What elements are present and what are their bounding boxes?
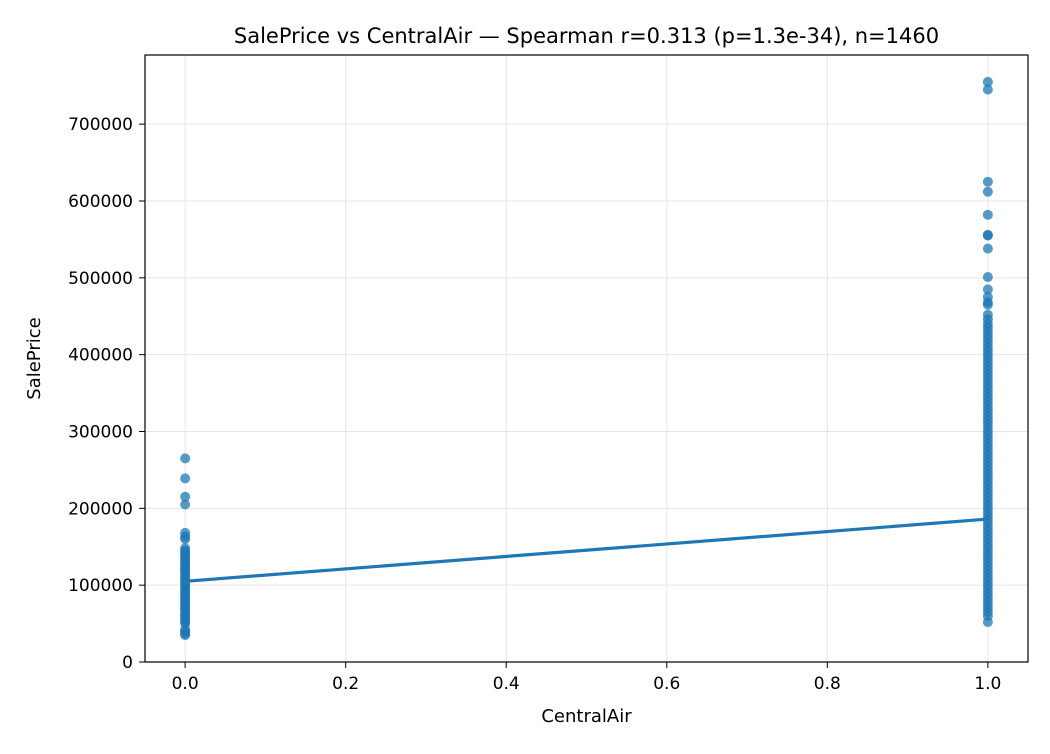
data-point <box>982 243 993 254</box>
x-tick-label: 0.8 <box>814 674 841 694</box>
data-point <box>982 186 993 197</box>
data-point <box>982 299 993 310</box>
data-point <box>982 209 993 220</box>
data-point <box>180 473 191 484</box>
fit-line <box>183 517 990 583</box>
regression-line <box>183 517 990 583</box>
data-point <box>982 84 993 95</box>
y-tick-label: 400000 <box>68 346 133 366</box>
plot-frame <box>144 54 1029 663</box>
data-point <box>180 499 191 510</box>
data-point <box>982 617 993 628</box>
y-tick-label: 300000 <box>68 422 133 442</box>
y-tick-label: 200000 <box>68 499 133 519</box>
data-point <box>982 272 993 283</box>
data-points <box>180 76 993 641</box>
data-point <box>982 76 993 87</box>
data-point <box>982 284 993 295</box>
data-point <box>180 630 191 641</box>
x-tick-label: 1.0 <box>974 674 1001 694</box>
x-tick-label: 0.6 <box>653 674 680 694</box>
axis-ticks: 0.0 0.2 0.4 0.6 0.8 1.0 0 100000 200000 300000 400… <box>68 115 1001 694</box>
y-tick-label: 700000 <box>68 115 133 135</box>
x-tick-label: 0.4 <box>493 674 520 694</box>
chart-title: SalePrice vs CentralAir — Spearman r=0.3… <box>234 24 939 48</box>
data-point <box>982 230 993 241</box>
grid <box>145 55 1028 663</box>
data-point <box>180 534 191 545</box>
x-tick-label: 0.2 <box>332 674 359 694</box>
y-axis-label: SalePrice <box>24 317 45 399</box>
y-tick-label: 0 <box>122 653 133 673</box>
y-tick-label: 600000 <box>68 192 133 212</box>
y-tick-label: 100000 <box>68 576 133 596</box>
data-point <box>982 176 993 187</box>
x-axis-label: CentralAir <box>541 706 632 727</box>
y-tick-label: 500000 <box>68 269 133 289</box>
x-tick-label: 0.0 <box>172 674 199 694</box>
data-point <box>180 491 191 502</box>
data-point <box>180 453 191 464</box>
